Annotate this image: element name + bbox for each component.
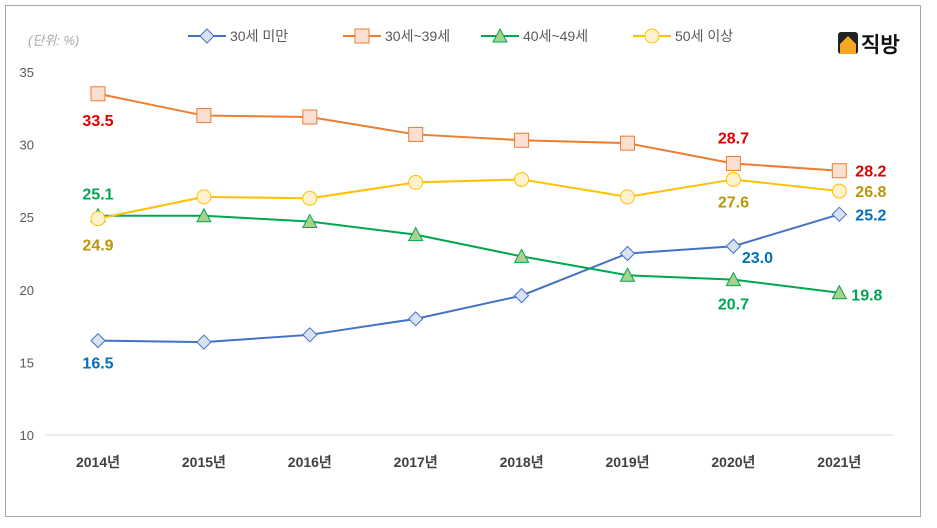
legend-marker-triangle xyxy=(492,27,508,43)
data-label: 26.8 xyxy=(855,184,886,201)
series-1: 33.5 28.7 28.2 xyxy=(82,86,887,181)
data-point-square xyxy=(408,126,424,142)
chart-frame xyxy=(5,5,921,517)
data-label: 25.1 xyxy=(82,187,113,204)
data-point-triangle xyxy=(619,267,636,282)
logo: 직방 xyxy=(838,32,900,57)
series-line xyxy=(97,178,840,220)
legend-marker-circle xyxy=(644,28,660,44)
data-point-square xyxy=(831,163,847,179)
series-line xyxy=(98,214,840,294)
legend-entry: 30세~39세 xyxy=(385,28,450,44)
data-point-diamond xyxy=(407,311,424,327)
y-tick-label: 30 xyxy=(20,138,34,153)
logo-text: 직방 xyxy=(861,34,900,57)
y-tick-label: 35 xyxy=(20,65,34,80)
legend-entry: 50세 이상 xyxy=(675,28,733,44)
data-label: 25.2 xyxy=(855,207,886,224)
data-label: 20.7 xyxy=(718,297,749,314)
x-tick-label: 2019년 xyxy=(605,454,649,470)
data-point-diamond xyxy=(725,238,742,254)
data-point-square xyxy=(90,86,106,102)
data-label: 28.2 xyxy=(855,164,886,181)
data-point-circle xyxy=(514,171,530,187)
data-point-diamond xyxy=(196,334,212,350)
x-tick-label: 2017년 xyxy=(394,454,438,470)
data-label: 24.9 xyxy=(82,238,113,255)
data-point-square xyxy=(302,109,318,125)
data-point-diamond xyxy=(619,245,636,262)
data-point-circle xyxy=(90,211,106,227)
legend-entry: 40세~49세 xyxy=(523,28,588,44)
data-point-square xyxy=(620,135,635,151)
y-tick-label: 20 xyxy=(20,283,34,298)
series-line xyxy=(97,213,840,344)
series-3: 24.9 27.6 26.8 xyxy=(82,171,887,255)
data-point-square xyxy=(725,155,741,171)
x-tick-label: 2020년 xyxy=(711,454,755,470)
data-point-circle xyxy=(831,183,847,199)
y-tick-label: 15 xyxy=(20,355,34,370)
x-tick-label: 2021년 xyxy=(817,454,861,470)
data-point-circle xyxy=(302,190,318,206)
x-tick-label: 2014년 xyxy=(76,454,120,470)
legend-marker-diamond xyxy=(199,28,215,44)
data-point-circle xyxy=(196,189,212,205)
data-point-square xyxy=(196,108,212,124)
data-label: 16.5 xyxy=(82,356,113,373)
data-point-triangle xyxy=(196,207,212,223)
data-label: 19.8 xyxy=(851,288,882,305)
data-point-triangle xyxy=(513,248,530,263)
data-point-triangle xyxy=(831,284,848,300)
y-tick-label: 10 xyxy=(20,428,34,443)
data-point-square xyxy=(514,132,530,148)
data-label: 23.0 xyxy=(742,250,773,267)
y-tick-label: 25 xyxy=(20,210,34,225)
data-label: 33.5 xyxy=(82,113,113,130)
data-point-circle xyxy=(725,171,741,187)
data-point-circle xyxy=(620,189,635,205)
data-point-diamond xyxy=(302,327,318,343)
legend: 30세 미만 30세~39세 40세~49세 50세 이상 xyxy=(188,27,733,44)
x-tick-label: 2016년 xyxy=(288,454,332,470)
data-label: 28.7 xyxy=(718,130,749,147)
data-point-triangle xyxy=(407,226,424,242)
series-line xyxy=(97,92,840,172)
unit-label: (단위: %) xyxy=(28,33,79,48)
x-tick-label: 2018년 xyxy=(500,454,544,470)
data-point-circle xyxy=(408,174,424,190)
data-point-diamond xyxy=(513,287,530,304)
data-point-triangle xyxy=(725,271,742,287)
data-label: 27.6 xyxy=(718,194,749,211)
legend-entry: 30세 미만 xyxy=(230,28,288,44)
legend-marker-square xyxy=(354,28,370,44)
data-point-diamond xyxy=(90,332,106,349)
data-point-triangle xyxy=(301,213,318,229)
data-point-diamond xyxy=(831,206,848,223)
x-tick-label: 2015년 xyxy=(182,454,226,470)
logo-roof-icon xyxy=(840,36,856,54)
series-0: 16.5 23.0 25.2 xyxy=(82,206,887,373)
